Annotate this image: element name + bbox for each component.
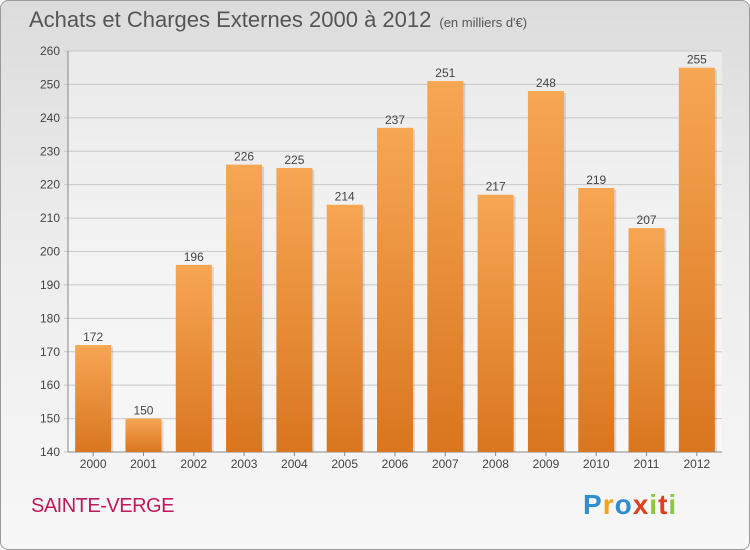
bar (326, 204, 363, 452)
bar (628, 228, 665, 452)
data-label: 214 (335, 190, 355, 204)
logo-letter: t (658, 489, 669, 520)
x-tick-label: 2003 (231, 457, 258, 471)
bar (276, 167, 313, 453)
data-label: 196 (184, 250, 204, 264)
x-tick-label: 2000 (80, 457, 107, 471)
location-label: SAINTE-VERGE (31, 495, 174, 517)
y-tick-label: 170 (40, 345, 60, 359)
y-tick-label: 180 (40, 311, 60, 325)
bar (477, 194, 514, 453)
data-label: 248 (536, 76, 556, 90)
x-tick-label: 2006 (382, 457, 409, 471)
data-label: 150 (133, 404, 153, 418)
data-label: 251 (435, 66, 455, 80)
bar (527, 91, 564, 452)
bar (678, 67, 715, 452)
logo-letter: x (632, 489, 650, 520)
x-tick-label: 2012 (683, 457, 710, 471)
data-label: 172 (83, 330, 103, 344)
x-tick-label: 2004 (281, 457, 308, 471)
y-tick-label: 190 (40, 278, 60, 292)
y-tick-label: 250 (40, 77, 60, 91)
data-label: 219 (586, 173, 606, 187)
bar (75, 345, 112, 452)
chart-title: Achats et Charges Externes 2000 à 2012 (e… (29, 7, 527, 33)
data-label: 207 (637, 213, 657, 227)
logo-letter: i (668, 489, 678, 520)
y-tick-label: 200 (40, 245, 60, 259)
data-label: 225 (284, 153, 304, 167)
bar (226, 164, 263, 452)
y-tick-label: 140 (40, 445, 60, 459)
logo-letter: i (649, 489, 659, 520)
data-label: 226 (234, 150, 254, 164)
y-tick-label: 240 (40, 111, 60, 125)
x-tick-label: 2005 (331, 457, 358, 471)
x-tick-label: 2010 (583, 457, 610, 471)
x-tick-label: 2008 (482, 457, 509, 471)
y-tick-label: 160 (40, 378, 60, 392)
bar (125, 418, 162, 452)
proxiti-logo: Proxiti (583, 489, 677, 521)
chart-title-text: Achats et Charges Externes 2000 à 2012 (29, 7, 432, 32)
logo-letter: P (583, 489, 603, 520)
logo-letter: r (602, 489, 615, 520)
bar (427, 81, 464, 452)
y-tick-label: 260 (40, 44, 60, 58)
x-tick-label: 2011 (634, 457, 660, 471)
x-tick-label: 2007 (432, 457, 459, 471)
y-tick-label: 220 (40, 178, 60, 192)
y-tick-label: 230 (40, 144, 60, 158)
data-label: 255 (687, 53, 707, 67)
x-tick-label: 2009 (533, 457, 560, 471)
y-tick-label: 150 (40, 412, 60, 426)
data-label: 217 (486, 180, 506, 194)
y-tick-label: 210 (40, 211, 60, 225)
logo-letter: o (614, 489, 633, 520)
bar (175, 264, 212, 452)
bar (377, 127, 413, 452)
x-tick-label: 2002 (180, 457, 207, 471)
chart-subtitle: (en milliers d'€) (439, 15, 528, 30)
data-label: 237 (385, 113, 405, 127)
x-tick-label: 2001 (130, 457, 157, 471)
bar (578, 188, 615, 452)
